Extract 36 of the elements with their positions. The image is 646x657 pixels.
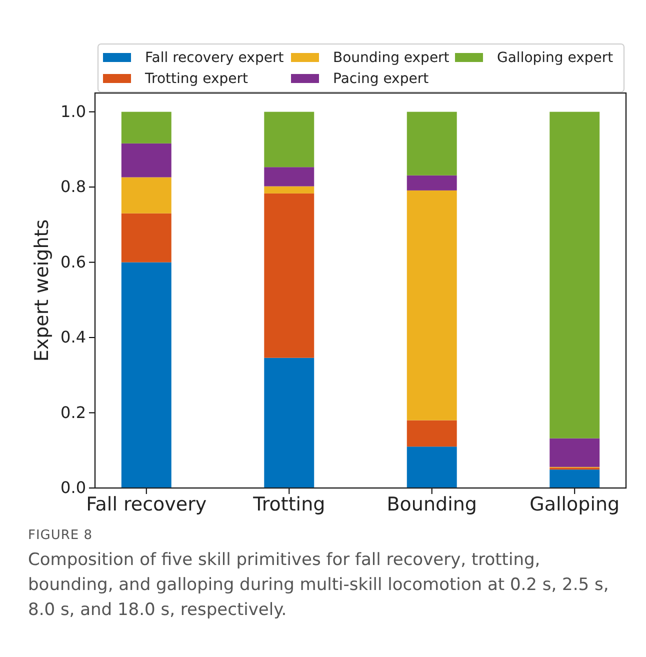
y-axis-title: Expert weights (31, 219, 53, 362)
y-tick-label: 0.6 (60, 252, 86, 272)
bar (121, 112, 172, 144)
bar (550, 438, 600, 467)
bar (406, 112, 457, 176)
bar (406, 446, 457, 488)
y-tick-label: 0.0 (60, 478, 86, 498)
x-tick-label: Trotting (252, 493, 326, 516)
y-tick-label: 1.0 (60, 102, 86, 121)
bar (121, 262, 172, 488)
bar (264, 112, 314, 168)
bar (121, 213, 172, 262)
text: Composition of five skill primitives for fall recovery, trotting, bounding, and galloping during multi-skill locomotion at 0.2 s, 2.5 s, 8.0 s, and 18.0 s, respectively. (28, 549, 610, 622)
legend-label: Trotting expert (144, 71, 248, 87)
bar (264, 167, 314, 186)
y-tick-label: 0.4 (60, 328, 86, 347)
bar (264, 193, 314, 358)
legend-label: Fall recovery expert (145, 50, 284, 66)
x-tick-label: Galloping (530, 493, 620, 516)
legend-label: Bounding expert (333, 50, 450, 66)
bar (406, 420, 457, 447)
bar (406, 190, 457, 420)
legend-label: Pacing expert (333, 71, 430, 87)
bar (406, 175, 457, 190)
caption: FIGURE 8 (28, 528, 94, 543)
bar (121, 143, 172, 178)
y-tick-label: 0.8 (60, 177, 86, 196)
bar (550, 470, 600, 488)
legend-label: Galloping expert (497, 50, 614, 66)
bar (550, 112, 600, 438)
bar (121, 177, 172, 214)
y-tick-label: 0.2 (60, 402, 86, 422)
bar (264, 186, 314, 194)
x-tick-label: Bounding (386, 493, 477, 516)
x-tick-label: Fall recovery (86, 493, 207, 516)
bar (264, 358, 314, 488)
